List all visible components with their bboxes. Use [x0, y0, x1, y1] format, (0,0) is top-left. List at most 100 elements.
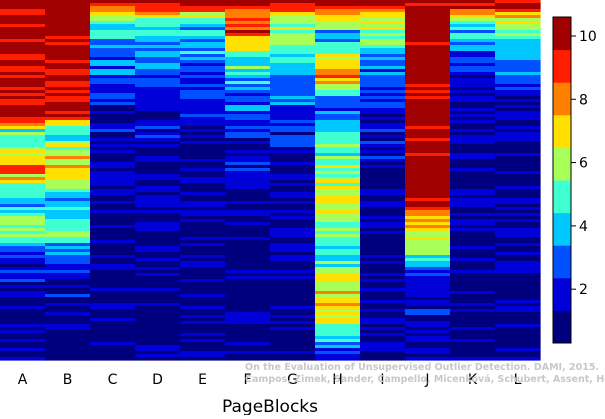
heatmap-cell — [270, 6, 316, 10]
heatmap-cell — [315, 90, 361, 94]
heatmap-cell — [180, 147, 226, 151]
heatmap-cell — [0, 231, 46, 235]
heatmap-cell — [405, 291, 451, 295]
heatmap-cell — [225, 345, 271, 349]
heatmap-cell — [90, 210, 136, 214]
heatmap-cell — [270, 246, 316, 250]
heatmap-cell — [180, 6, 226, 10]
heatmap-cell — [270, 270, 316, 274]
heatmap-cell — [225, 273, 271, 277]
heatmap-cell — [45, 9, 91, 13]
heatmap-cell — [495, 108, 541, 112]
heatmap-cell — [225, 99, 271, 103]
heatmap-cell — [135, 72, 181, 76]
heatmap-cell — [405, 288, 451, 292]
heatmap-cell — [450, 198, 496, 202]
heatmap-cell — [45, 285, 91, 289]
heatmap-cell — [45, 264, 91, 268]
heatmap-cell — [45, 27, 91, 31]
heatmap-cell — [405, 36, 451, 40]
heatmap-cell — [315, 117, 361, 121]
heatmap-cell — [0, 300, 46, 304]
heatmap-cell — [360, 249, 406, 253]
heatmap-cell — [225, 180, 271, 184]
heatmap-cell — [495, 48, 541, 52]
heatmap-cell — [315, 174, 361, 178]
heatmap-cell — [315, 153, 361, 157]
heatmap-cell — [405, 252, 451, 256]
heatmap-cell — [225, 216, 271, 220]
heatmap-cell — [360, 312, 406, 316]
heatmap-cell — [90, 339, 136, 343]
heatmap-cell — [180, 114, 226, 118]
heatmap-cell — [90, 213, 136, 217]
heatmap-cell — [315, 81, 361, 85]
colorbar-tick-label: 8 — [579, 92, 588, 108]
heatmap-cell — [405, 102, 451, 106]
heatmap-cell — [315, 156, 361, 160]
heatmap-cell — [0, 192, 46, 196]
heatmap-cell — [0, 3, 46, 7]
heatmap-cell — [495, 123, 541, 127]
heatmap-cell — [315, 135, 361, 139]
heatmap-cell — [450, 267, 496, 271]
heatmap-cell — [180, 117, 226, 121]
heatmap-cell — [180, 357, 226, 361]
heatmap-cell — [45, 255, 91, 259]
heatmap-cell — [450, 81, 496, 85]
heatmap-cell — [270, 228, 316, 232]
heatmap-cell — [45, 120, 91, 124]
heatmap-cell — [45, 324, 91, 328]
x-tick-label: K — [468, 372, 478, 388]
heatmap-cell — [135, 270, 181, 274]
heatmap-cell — [315, 126, 361, 130]
heatmap-cell — [405, 180, 451, 184]
heatmap-cell — [270, 339, 316, 343]
heatmap-cell — [225, 129, 271, 133]
heatmap-cell — [405, 48, 451, 52]
heatmap-cell — [495, 96, 541, 100]
heatmap-cell — [45, 21, 91, 25]
heatmap-cell — [45, 3, 91, 7]
heatmap-cell — [225, 132, 271, 136]
heatmap-cell — [315, 69, 361, 73]
heatmap-cell — [135, 9, 181, 13]
heatmap-cell — [360, 300, 406, 304]
heatmap-cell — [495, 201, 541, 205]
heatmap-cell — [0, 303, 46, 307]
heatmap-cell — [180, 63, 226, 67]
heatmap-cell — [135, 348, 181, 352]
heatmap-cell — [180, 159, 226, 163]
heatmap-cell — [450, 108, 496, 112]
heatmap-cell — [225, 168, 271, 172]
heatmap-cell — [45, 180, 91, 184]
heatmap-cell — [270, 318, 316, 322]
heatmap-cell — [90, 153, 136, 157]
heatmap-cell — [0, 159, 46, 163]
heatmap-cell — [90, 258, 136, 262]
heatmap-cell — [225, 297, 271, 301]
heatmap-cell — [45, 105, 91, 109]
heatmap-cell — [495, 252, 541, 256]
heatmap-cell — [0, 144, 46, 148]
heatmap-cell — [315, 333, 361, 337]
heatmap-cell — [495, 156, 541, 160]
heatmap-cell — [495, 21, 541, 25]
heatmap-cell — [0, 75, 46, 79]
heatmap-cell — [180, 285, 226, 289]
heatmap-cell — [495, 57, 541, 61]
heatmap-cell — [135, 93, 181, 97]
heatmap-cell — [495, 324, 541, 328]
heatmap-cell — [360, 99, 406, 103]
heatmap-cell — [270, 333, 316, 337]
heatmap-cell — [90, 255, 136, 259]
heatmap-cell — [180, 144, 226, 148]
heatmap-cell — [495, 45, 541, 49]
heatmap-cell — [360, 75, 406, 79]
heatmap-cell — [270, 207, 316, 211]
heatmap-cell — [270, 129, 316, 133]
heatmap-cell — [270, 258, 316, 262]
heatmap-cell — [180, 189, 226, 193]
heatmap-cell — [450, 324, 496, 328]
heatmap-cell — [270, 321, 316, 325]
